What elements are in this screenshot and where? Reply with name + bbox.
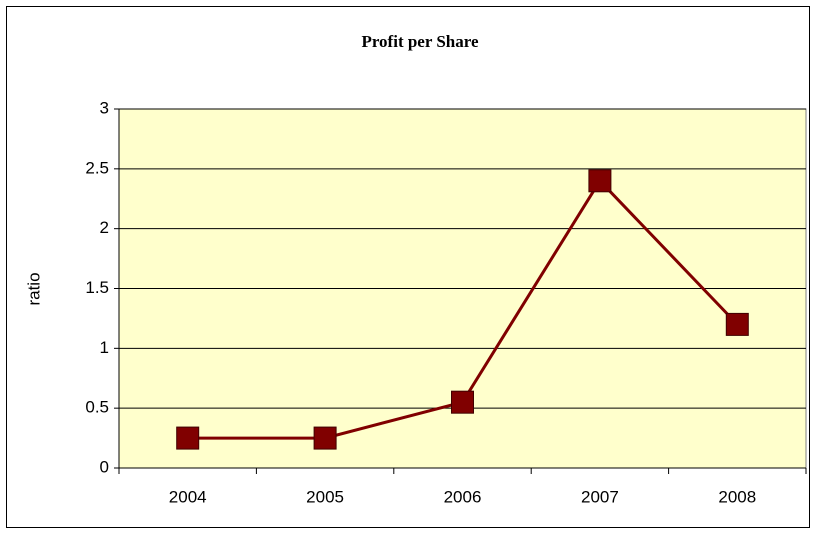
y-tick-label: 0.5 xyxy=(85,398,109,417)
x-tick-label: 2006 xyxy=(444,487,482,506)
y-tick-label: 2.5 xyxy=(85,158,109,177)
data-point xyxy=(313,426,337,450)
x-tick-label: 2007 xyxy=(581,487,619,506)
x-tick-label: 2004 xyxy=(169,487,207,506)
x-tick-label: 2008 xyxy=(718,487,756,506)
data-point xyxy=(176,426,200,450)
chart-title: Profit per Share xyxy=(361,32,479,51)
x-tick-label: 2005 xyxy=(306,487,344,506)
data-point xyxy=(588,169,612,193)
data-point xyxy=(451,390,474,414)
y-tick-label: 0 xyxy=(100,457,109,476)
data-point xyxy=(725,312,749,336)
y-tick-label: 3 xyxy=(100,98,109,117)
y-axis-label: ratio xyxy=(24,272,43,305)
y-tick-label: 1 xyxy=(100,338,109,357)
y-tick-label: 2 xyxy=(100,218,109,237)
y-tick-label: 1.5 xyxy=(85,278,109,297)
